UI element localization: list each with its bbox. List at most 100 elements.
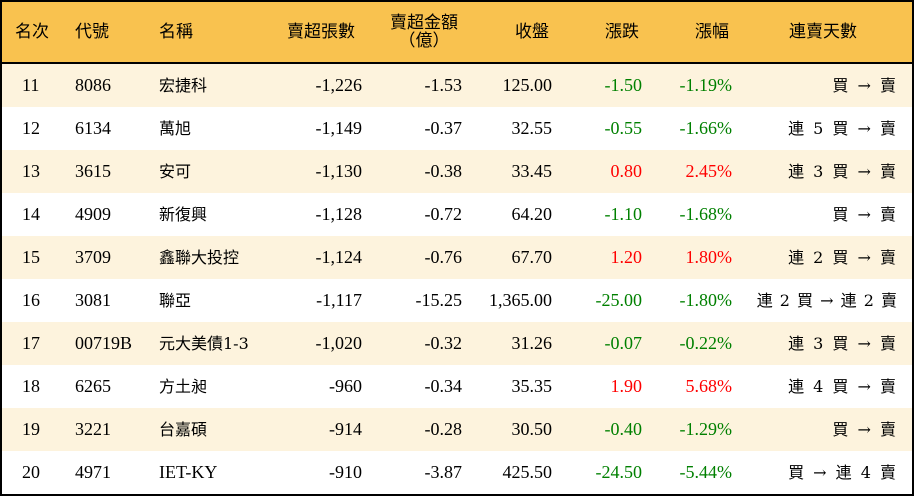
change-cell: 1.20 [610, 247, 643, 267]
code-cell: 3081 [75, 290, 111, 310]
code-cell: 6265 [75, 376, 111, 396]
header-sell-amount-line2: （億） [398, 31, 450, 51]
sell-qty-cell: -1,128 [315, 204, 363, 224]
sell-qty-cell: -1,020 [315, 333, 363, 353]
streak-cell: 買 → 賣 [832, 205, 898, 224]
close-cell: 35.35 [511, 376, 553, 396]
rank-cell: 18 [22, 376, 40, 396]
sell-qty-cell: -910 [329, 462, 362, 482]
rank-cell: 11 [22, 75, 40, 95]
header-sell-amount: 賣超金額 （億） [384, 2, 464, 62]
table-row[interactable]: 12 6134 萬旭 -1,149 -0.37 32.55 -0.55 -1.6… [2, 107, 912, 150]
table-row[interactable]: 19 3221 台嘉碩 -914 -0.28 30.50 -0.40 -1.29… [2, 408, 912, 451]
change-pct-cell: -1.80% [679, 290, 733, 310]
name-cell: 宏捷科 [159, 76, 208, 95]
name-cell: 方土昶 [159, 377, 208, 396]
name-cell: IET-KY [159, 462, 218, 482]
change-cell: -25.00 [595, 290, 643, 310]
sell-amount-cell: -0.76 [424, 247, 463, 267]
sell-amount-cell: -1.53 [424, 75, 463, 95]
sell-amount-cell: -3.87 [424, 462, 463, 482]
header-change: 漲跌 [605, 22, 639, 42]
streak-cell: 連 2 買 → 連 2 賣 [756, 291, 898, 310]
sell-amount-cell: -0.38 [424, 161, 463, 181]
change-pct-cell: 2.45% [685, 161, 733, 181]
header-sell-amount-line1: 賣超金額 [390, 13, 458, 33]
sell-qty-cell: -960 [329, 376, 362, 396]
streak-cell: 買 → 賣 [832, 76, 898, 95]
change-pct-cell: -0.22% [679, 333, 733, 353]
change-cell: 0.80 [610, 161, 643, 181]
close-cell: 30.50 [511, 419, 553, 439]
header-close: 收盤 [515, 22, 549, 42]
table-row[interactable]: 20 4971 IET-KY -910 -3.87 425.50 -24.50 … [2, 451, 912, 494]
header-code: 代號 [75, 22, 109, 42]
sell-qty-cell: -1,117 [316, 290, 362, 310]
code-cell: 3221 [75, 419, 111, 439]
rank-cell: 15 [22, 247, 40, 267]
code-cell: 00719B [75, 333, 133, 353]
table-header: 名次 代號 名稱 賣超張數 賣超金額 （億） 收盤 漲跌 漲幅 連賣天數 [2, 2, 912, 64]
streak-cell: 連 3 買 → 賣 [788, 334, 898, 353]
sell-qty-cell: -1,130 [315, 161, 363, 181]
change-pct-cell: -1.66% [679, 118, 733, 138]
rank-cell: 14 [22, 204, 40, 224]
code-cell: 3615 [75, 161, 111, 181]
table-row[interactable]: 15 3709 鑫聯大投控 -1,124 -0.76 67.70 1.20 1.… [2, 236, 912, 279]
change-pct-cell: -1.19% [679, 75, 733, 95]
code-cell: 8086 [75, 75, 111, 95]
change-cell: -24.50 [595, 462, 643, 482]
name-cell: 新復興 [159, 205, 208, 224]
close-cell: 67.70 [511, 247, 553, 267]
name-cell: 萬旭 [159, 119, 192, 138]
streak-cell: 連 3 買 → 賣 [788, 162, 898, 181]
sell-amount-cell: -0.32 [424, 333, 463, 353]
streak-cell: 買 → 賣 [832, 420, 898, 439]
rank-cell: 19 [22, 419, 40, 439]
sell-qty-cell: -1,124 [315, 247, 363, 267]
table-row[interactable]: 18 6265 方土昶 -960 -0.34 35.35 1.90 5.68% … [2, 365, 912, 408]
close-cell: 31.26 [511, 333, 553, 353]
streak-cell: 連 2 買 → 賣 [788, 248, 898, 267]
change-cell: -0.55 [604, 118, 643, 138]
rank-cell: 20 [22, 462, 40, 482]
close-cell: 33.45 [511, 161, 553, 181]
close-cell: 425.50 [502, 462, 553, 482]
change-cell: 1.90 [610, 376, 643, 396]
change-pct-cell: 1.80% [685, 247, 733, 267]
rank-cell: 17 [22, 333, 40, 353]
sell-amount-cell: -0.34 [424, 376, 463, 396]
sell-qty-cell: -1,226 [315, 75, 363, 95]
rank-cell: 13 [22, 161, 40, 181]
table-row[interactable]: 17 00719B 元大美債1-3 -1,020 -0.32 31.26 -0.… [2, 322, 912, 365]
streak-cell: 連 5 買 → 賣 [788, 119, 898, 138]
name-cell: 台嘉碩 [159, 420, 208, 439]
change-pct-cell: -5.44% [679, 462, 733, 482]
close-cell: 32.55 [511, 118, 553, 138]
close-cell: 1,365.00 [489, 290, 552, 310]
close-cell: 64.20 [511, 204, 553, 224]
change-pct-cell: -1.29% [679, 419, 733, 439]
code-cell: 6134 [75, 118, 111, 138]
sell-qty-cell: -914 [329, 419, 362, 439]
change-pct-cell: -1.68% [679, 204, 733, 224]
change-cell: -0.40 [604, 419, 643, 439]
table-row[interactable]: 14 4909 新復興 -1,128 -0.72 64.20 -1.10 -1.… [2, 193, 912, 236]
name-cell: 安可 [159, 162, 192, 181]
rank-cell: 12 [22, 118, 40, 138]
sell-amount-cell: -0.37 [424, 118, 463, 138]
close-cell: 125.00 [502, 75, 553, 95]
table-row[interactable]: 13 3615 安可 -1,130 -0.38 33.45 0.80 2.45%… [2, 150, 912, 193]
table-row[interactable]: 11 8086 宏捷科 -1,226 -1.53 125.00 -1.50 -1… [2, 64, 912, 107]
code-cell: 4971 [75, 462, 111, 482]
header-rank: 名次 [15, 22, 49, 42]
table-row[interactable]: 16 3081 聯亞 -1,117 -15.25 1,365.00 -25.00… [2, 279, 912, 322]
change-cell: -1.10 [604, 204, 643, 224]
change-cell: -0.07 [604, 333, 643, 353]
header-streak: 連賣天數 [789, 22, 857, 42]
code-cell: 3709 [75, 247, 111, 267]
header-name: 名稱 [159, 22, 193, 42]
change-cell: -1.50 [604, 75, 643, 95]
name-cell: 元大美債1-3 [159, 334, 249, 353]
